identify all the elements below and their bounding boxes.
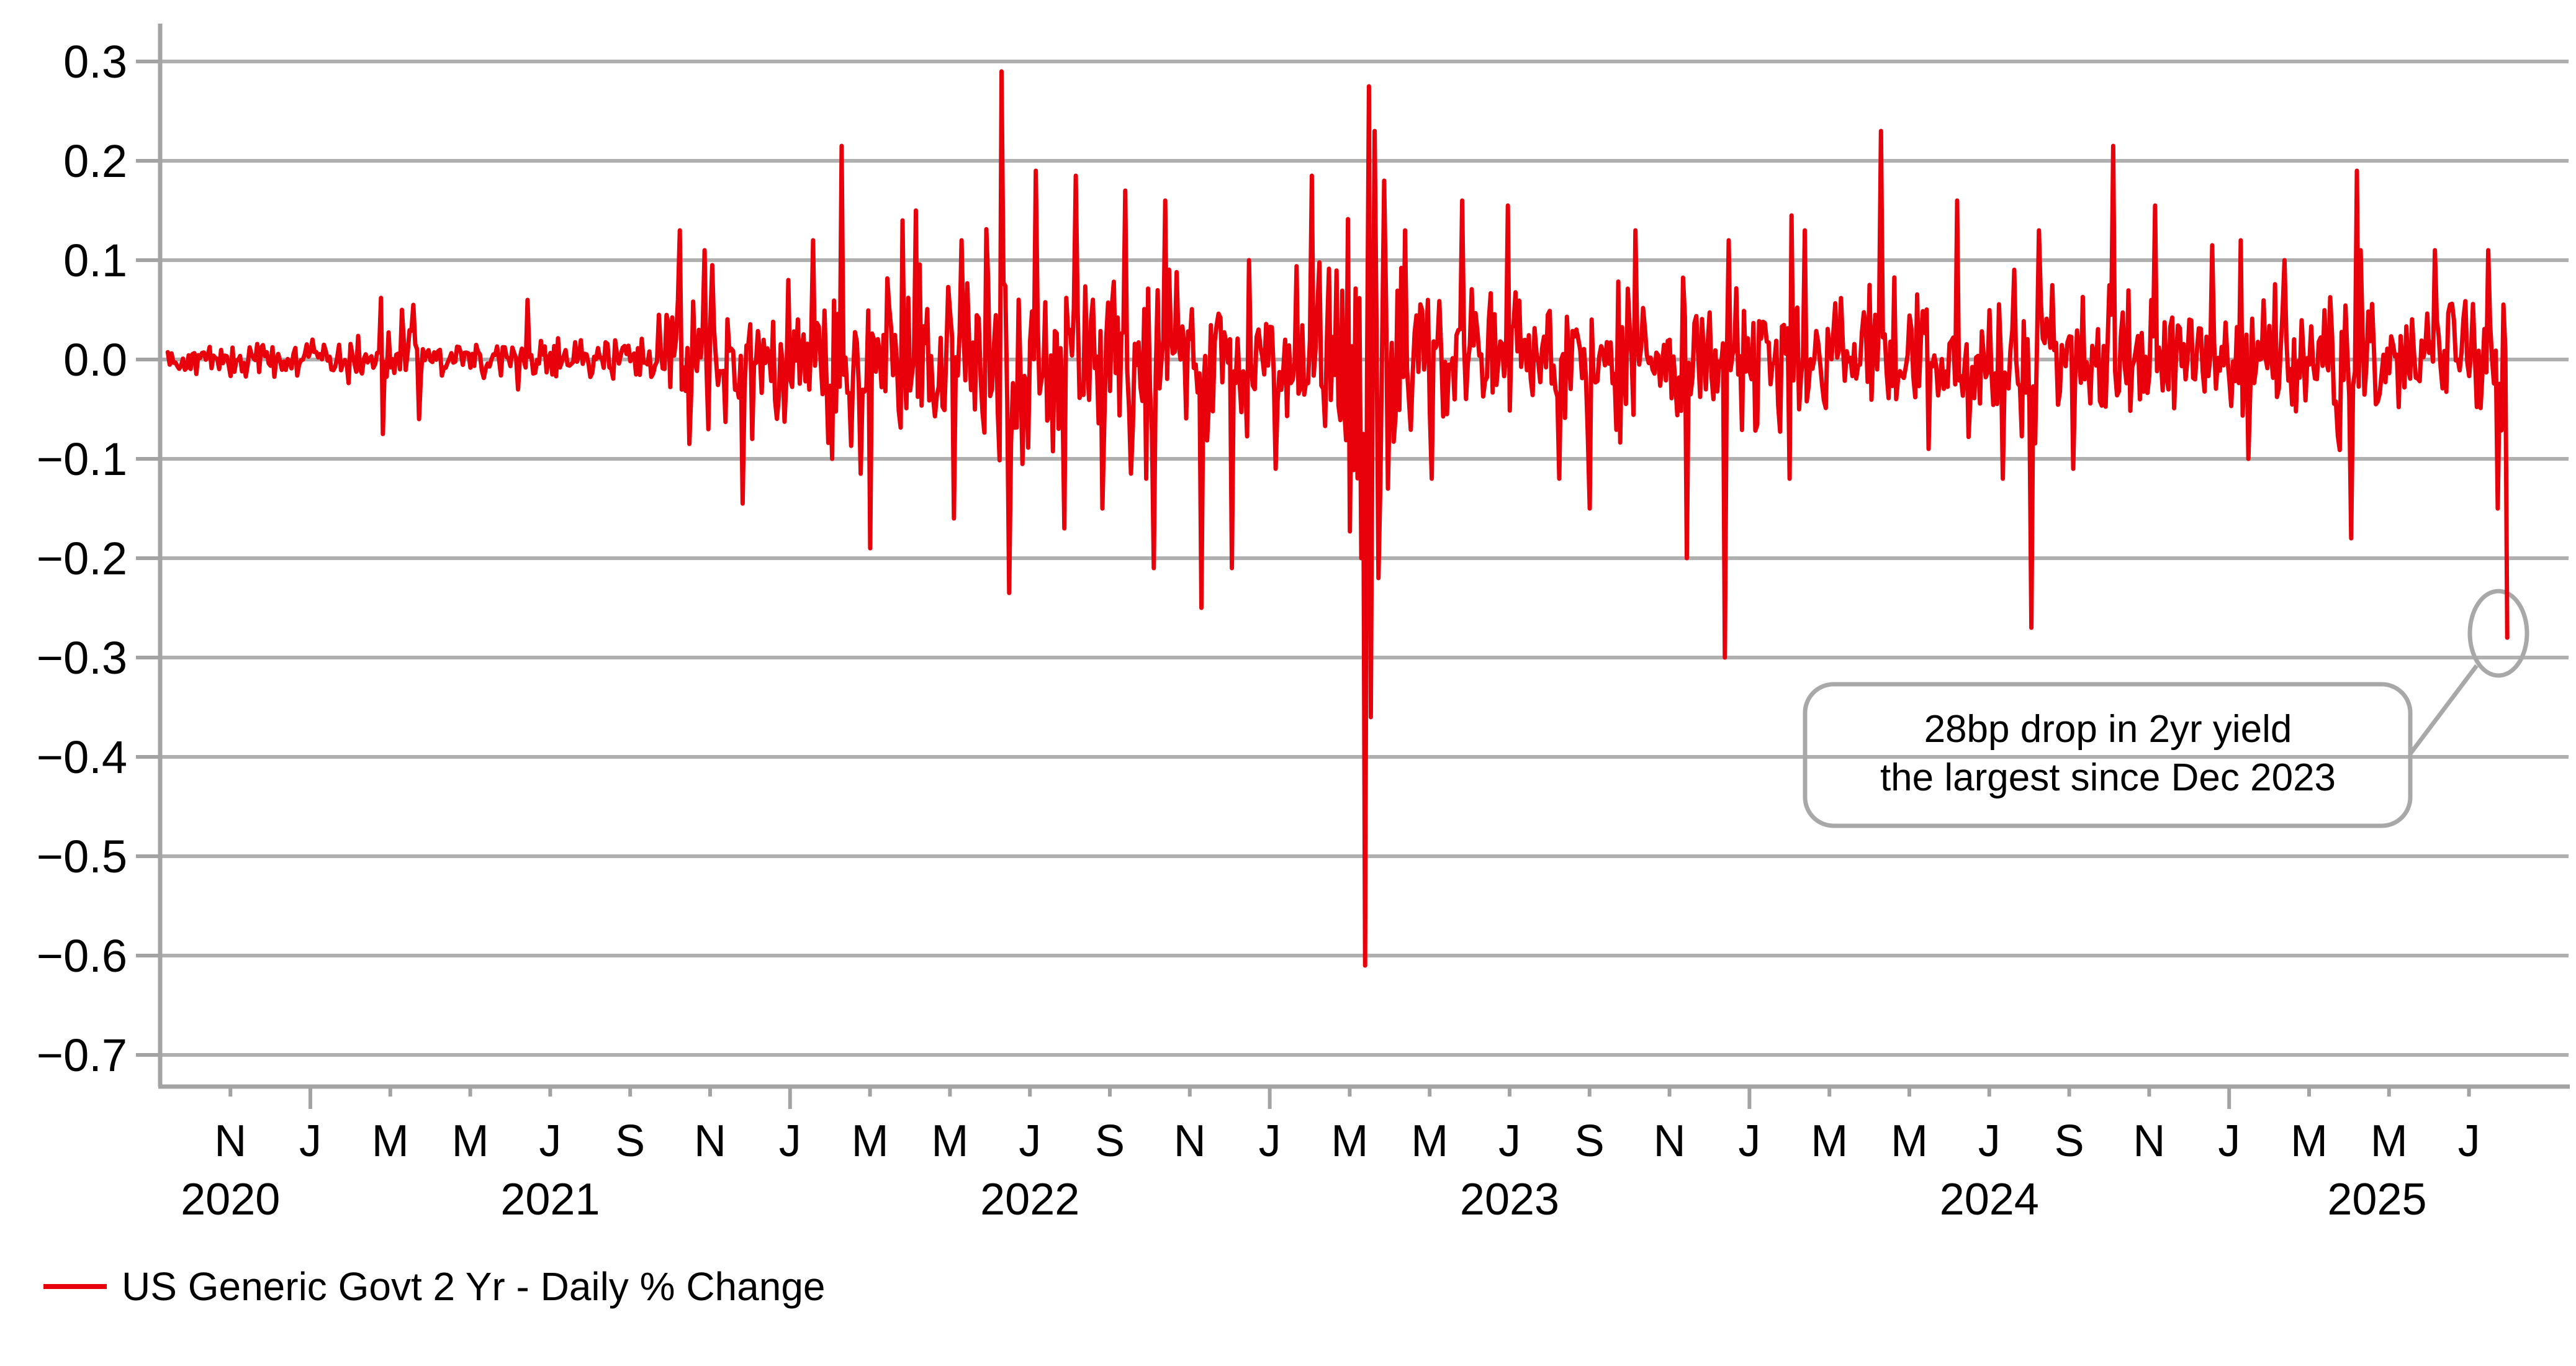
month-label: J: [1498, 1116, 1521, 1166]
y-tick-label: −0.1: [37, 433, 127, 485]
month-label: M: [1411, 1116, 1448, 1166]
year-label: 2025: [2327, 1175, 2426, 1224]
axes-layer: 0.3 0.2 0.1 0.0 −0.1 −0.2 −0.3 −0.4 −0.5 −0.6 −0.7…: [37, 24, 2570, 1224]
month-label: J: [299, 1116, 322, 1166]
month-label: J: [539, 1116, 561, 1166]
annotation-box: [1803, 682, 2413, 828]
month-label: J: [2458, 1116, 2480, 1166]
month-label: N: [694, 1116, 726, 1166]
y-tick-label: −0.3: [37, 632, 127, 684]
month-label: J: [779, 1116, 801, 1166]
month-label: M: [452, 1116, 489, 1166]
y-tick-label: 0.3: [63, 36, 127, 88]
annotation-highlight-circle: [2467, 589, 2529, 678]
month-label: M: [1331, 1116, 1368, 1166]
y-tick-label: −0.6: [37, 930, 127, 982]
annotation-layer: 28bp drop in 2yr yield the largest since…: [1803, 589, 2529, 828]
y-tick-label: 0.0: [63, 334, 127, 386]
legend-label: US Generic Govt 2 Yr - Daily % Change: [122, 1264, 826, 1309]
month-label: M: [852, 1116, 889, 1166]
annotation-text-line2: the largest since Dec 2023: [1880, 756, 2336, 799]
month-label: N: [214, 1116, 246, 1166]
month-label: J: [1019, 1116, 1041, 1166]
month-label: S: [1095, 1116, 1125, 1166]
month-label: J: [1259, 1116, 1281, 1166]
month-label: J: [1978, 1116, 2001, 1166]
month-label: J: [1738, 1116, 1760, 1166]
annotation-leader-line: [2408, 664, 2479, 756]
month-label: M: [2290, 1116, 2328, 1166]
y-tick-label: 0.2: [63, 135, 127, 187]
legend: US Generic Govt 2 Yr - Daily % Change: [43, 1264, 826, 1309]
year-label: 2024: [1940, 1175, 2039, 1224]
month-label: M: [372, 1116, 409, 1166]
y-tick-label: −0.2: [37, 533, 127, 584]
month-label: N: [1174, 1116, 1206, 1166]
series-layer: [165, 69, 2510, 968]
y-tick-label: −0.5: [37, 831, 127, 882]
month-label: N: [1654, 1116, 1686, 1166]
y-tick-label: −0.7: [37, 1029, 127, 1081]
month-label: S: [1575, 1116, 1605, 1166]
month-label: S: [615, 1116, 645, 1166]
month-label: M: [2371, 1116, 2408, 1166]
year-label: 2021: [500, 1175, 600, 1224]
annotation-text-line1: 28bp drop in 2yr yield: [1924, 708, 2292, 751]
month-label: J: [2218, 1116, 2240, 1166]
month-label: N: [2133, 1116, 2165, 1166]
month-label: M: [931, 1116, 968, 1166]
month-label: M: [1811, 1116, 1848, 1166]
series-line: [165, 69, 2510, 968]
year-label: 2022: [980, 1175, 1079, 1224]
y-tick-label: −0.4: [37, 731, 127, 783]
y-tick-label: 0.1: [63, 235, 127, 286]
year-label: 2020: [181, 1175, 280, 1224]
month-label: S: [2055, 1116, 2084, 1166]
year-label: 2023: [1460, 1175, 1559, 1224]
month-label: M: [1891, 1116, 1928, 1166]
